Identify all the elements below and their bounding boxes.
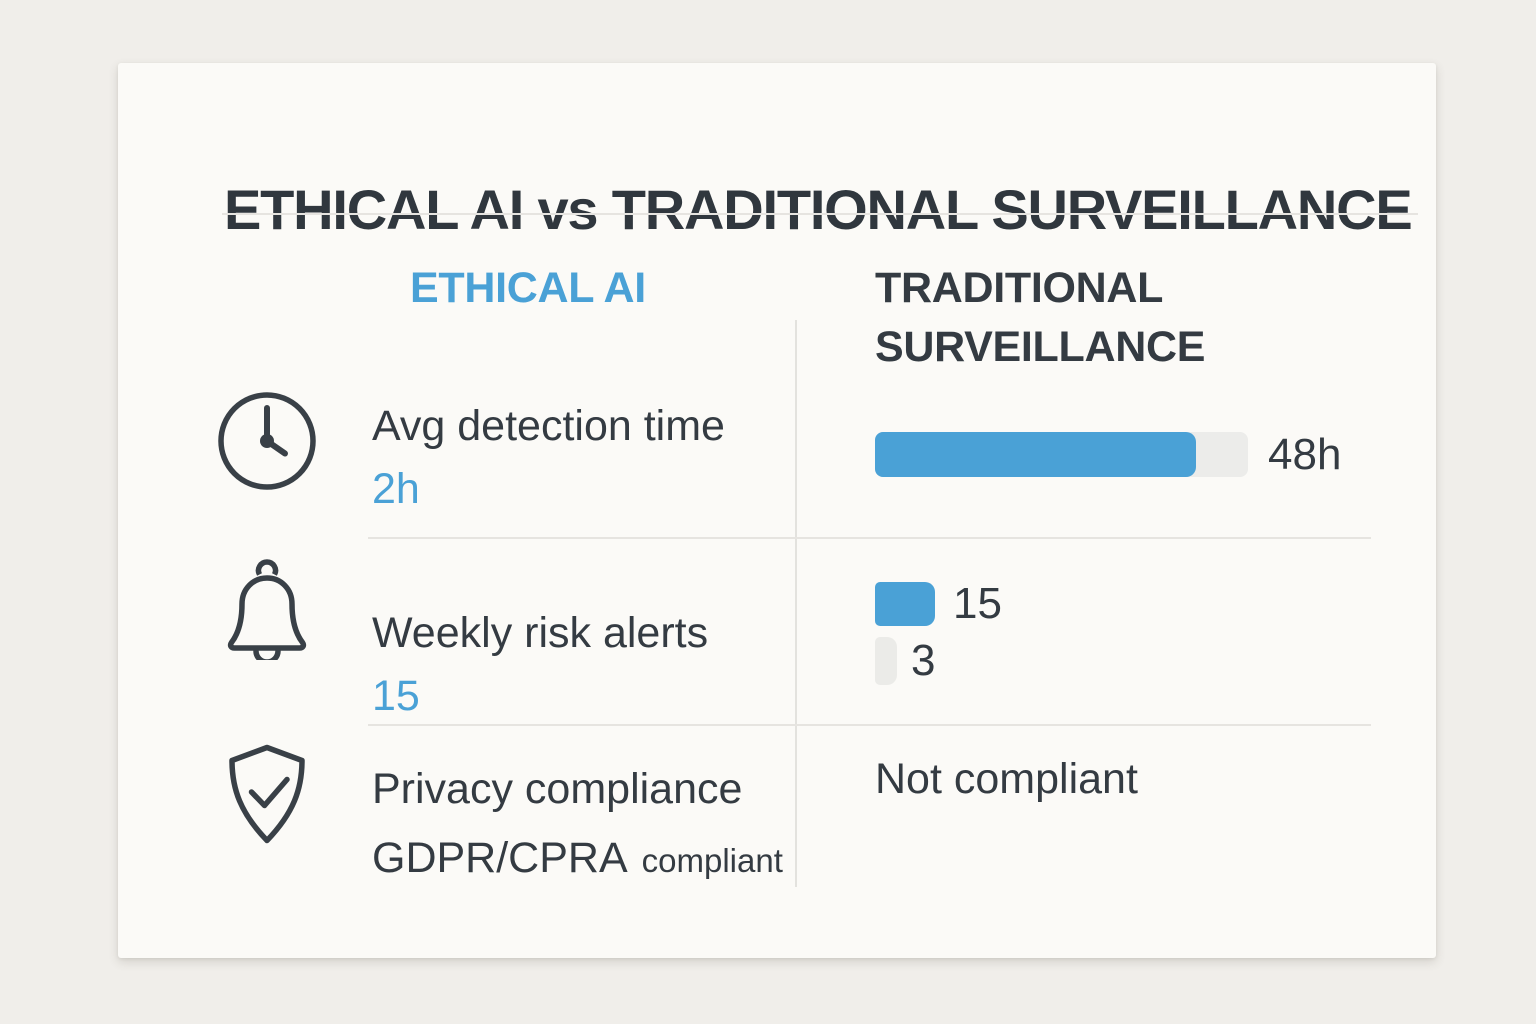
column-header-ethical-ai: ETHICAL AI — [410, 264, 646, 312]
title-divider — [222, 213, 1418, 215]
comparison-card: ETHICAL AI vs TRADITIONAL SURVEILLANCE E… — [118, 63, 1436, 958]
risk-alerts-bar-group: 15 3 — [875, 582, 1002, 685]
row-divider-2 — [368, 724, 1371, 726]
clock-icon — [217, 391, 317, 491]
risk-alerts-bar-row-ethical: 15 — [875, 582, 1002, 626]
ethical-value-gdpr-cpra: GDPR/CPRA — [372, 834, 628, 882]
column-divider — [795, 320, 797, 887]
column-header-traditional-surveillance: TRADITIONAL SURVEILLANCE — [875, 264, 1206, 371]
row-divider-1 — [368, 537, 1371, 539]
risk-alerts-bar-blue-label: 15 — [953, 579, 1002, 628]
traditional-value-privacy-compliance: Not compliant — [875, 755, 1138, 803]
ethical-value-compliant-suffix: compliant — [641, 842, 783, 879]
ethical-value-privacy-compliance: GDPR/CPRA compliant — [372, 837, 783, 880]
metric-label-avg-detection-time: Avg detection time — [372, 402, 725, 450]
detection-time-bar-fill — [875, 432, 1196, 477]
traditional-value-detection-time: 48h — [1268, 429, 1342, 479]
ethical-value-risk-alerts: 15 — [372, 672, 420, 720]
metric-label-weekly-risk-alerts: Weekly risk alerts — [372, 609, 709, 657]
ethical-value-detection-time: 2h — [372, 465, 420, 513]
bell-icon — [225, 558, 309, 660]
metric-label-privacy-compliance: Privacy compliance — [372, 765, 743, 813]
detection-time-bar-track — [875, 432, 1248, 477]
shield-check-icon — [225, 744, 309, 844]
risk-alerts-bar-gray-label: 3 — [911, 636, 936, 685]
risk-alerts-bar-gray — [875, 637, 897, 685]
risk-alerts-bar-blue — [875, 582, 935, 626]
risk-alerts-bar-row-traditional: 3 — [875, 637, 1002, 685]
detection-time-bar-group: 48h — [875, 432, 1341, 477]
page-title: ETHICAL AI vs TRADITIONAL SURVEILLANCE — [224, 178, 1413, 241]
